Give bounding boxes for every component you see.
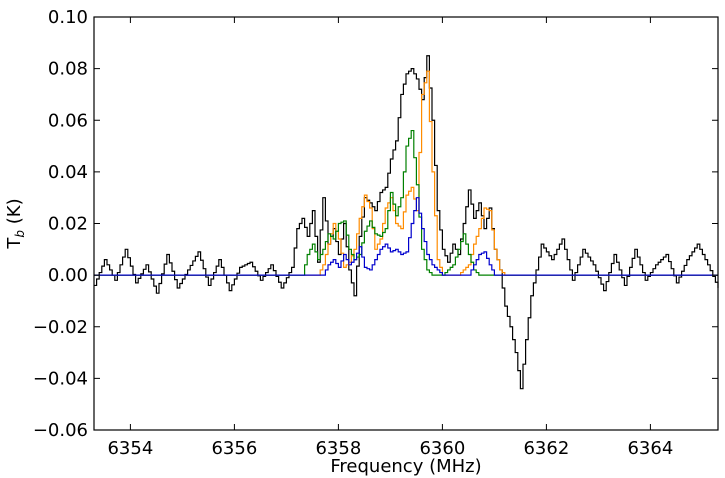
x-tick-label: 6362 bbox=[523, 438, 569, 459]
y-axis-label: Tb (K) bbox=[4, 198, 27, 249]
y-tick-label: 0.04 bbox=[48, 162, 88, 183]
x-tick-label: 6358 bbox=[315, 438, 361, 459]
x-tick-label: 6354 bbox=[107, 438, 153, 459]
y-tick-label: 0.06 bbox=[48, 110, 88, 131]
x-tick-label: 6364 bbox=[627, 438, 673, 459]
y-tick-label: 0.02 bbox=[48, 214, 88, 235]
y-axis-label-unit: (K) bbox=[4, 198, 25, 230]
y-tick-label: −0.06 bbox=[33, 420, 88, 441]
series-line-0 bbox=[94, 55, 719, 390]
y-axis-label-sub: b bbox=[13, 230, 27, 238]
x-tick-label: 6356 bbox=[211, 438, 257, 459]
y-tick-label: 0.08 bbox=[48, 59, 88, 80]
x-axis-label: Frequency (MHz) bbox=[330, 456, 481, 477]
series-line-3 bbox=[94, 197, 718, 276]
series-layer bbox=[94, 55, 719, 390]
y-tick-label: 0.10 bbox=[48, 7, 88, 28]
y-tick-label: −0.02 bbox=[33, 317, 88, 338]
y-tick-label: −0.04 bbox=[33, 368, 88, 389]
series-line-1 bbox=[94, 70, 718, 276]
y-tick-label: 0.00 bbox=[48, 265, 88, 286]
tick-layer: 6354 6356 6358 6360 6362 6364 −0.06 −0.04 −0.02 0… bbox=[33, 7, 718, 459]
x-tick-label: 6360 bbox=[419, 438, 465, 459]
y-axis-label-main: T bbox=[4, 237, 25, 250]
